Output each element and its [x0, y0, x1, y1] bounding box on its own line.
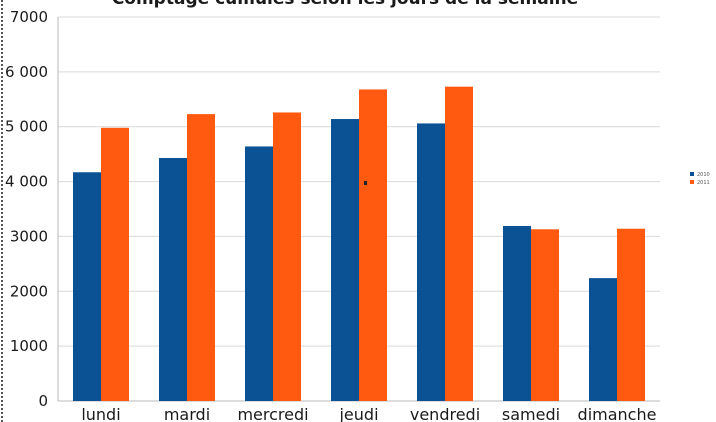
legend: 2010 2011	[690, 172, 710, 186]
left-dotted-border	[1, 0, 3, 422]
bar-2011-jeudi	[359, 89, 387, 401]
y-axis-ticks: 0 1000 2000 3000 4 000 5 000 6 000 7000	[5, 8, 48, 410]
x-tick-label: dimanche	[578, 405, 657, 422]
y-tick-label: 5 000	[5, 118, 48, 136]
bar-2011-mercredi	[273, 112, 301, 402]
y-tick-label: 7000	[10, 8, 48, 26]
stray-marker	[364, 181, 367, 185]
chart-title: Comptage cumulés selon les jours de la s…	[112, 0, 578, 9]
y-tick-label: 4 000	[5, 173, 48, 191]
bar-2011-vendredi	[445, 86, 473, 401]
y-tick-label: 1000	[10, 337, 48, 355]
bar-2011-dimanche	[617, 228, 645, 401]
legend-swatch	[690, 180, 694, 184]
legend-swatch	[690, 172, 694, 176]
bar-2010-jeudi	[331, 119, 359, 401]
x-tick-label: mardi	[164, 405, 210, 422]
bar-2010-mardi	[159, 157, 187, 401]
x-tick-label: lundi	[81, 405, 120, 422]
bar-2010-vendredi	[417, 123, 445, 402]
bar-2011-samedi	[531, 229, 559, 401]
x-tick-label: mercredi	[237, 405, 308, 422]
y-tick-label: 3000	[10, 227, 48, 245]
legend-label: 2011	[697, 180, 710, 186]
bar-2011-mardi	[187, 114, 215, 402]
x-tick-label: jeudi	[338, 405, 378, 422]
bar-2011-lundi	[101, 127, 129, 401]
y-tick-label: 6 000	[5, 63, 48, 81]
legend-label: 2010	[697, 172, 710, 178]
y-tick-label: 2000	[10, 282, 48, 300]
bar-2010-samedi	[503, 226, 531, 401]
x-tick-label: vendredi	[410, 405, 480, 422]
x-axis-ticks: lundi mardi mercredi jeudi vendredi samedi dim…	[81, 405, 656, 422]
bar-2010-lundi	[73, 172, 101, 401]
y-tick-label: 0	[38, 392, 48, 410]
bar-2010-dimanche	[589, 278, 617, 401]
bars	[73, 86, 645, 402]
x-tick-label: samedi	[502, 405, 560, 422]
grid-lines	[57, 16, 660, 402]
bar-2010-mercredi	[245, 146, 273, 401]
